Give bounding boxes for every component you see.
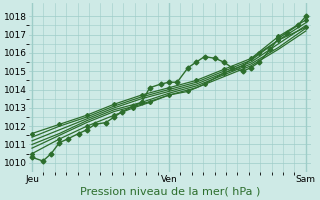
X-axis label: Pression niveau de la mer( hPa ): Pression niveau de la mer( hPa )	[80, 187, 260, 197]
